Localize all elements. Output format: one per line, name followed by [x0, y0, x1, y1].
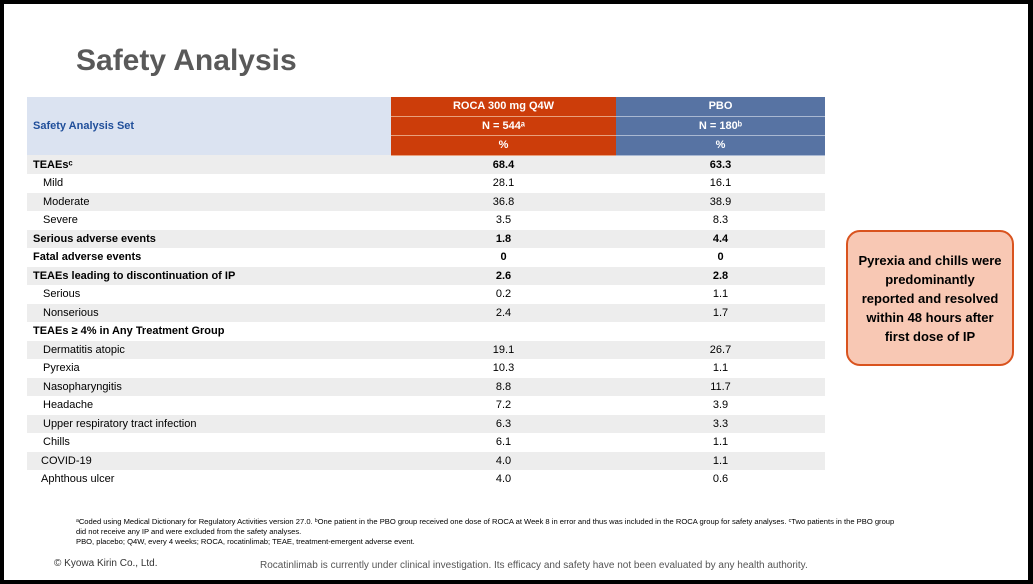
- header-row-treatment: ROCA 300 mg Q4W PBO: [27, 97, 825, 117]
- page-title: Safety Analysis: [76, 44, 297, 77]
- header-safety-analysis-set: Safety Analysis Set: [27, 116, 391, 136]
- table-row: TEAEs leading to discontinuation of IP 2.…: [27, 266, 825, 285]
- pbo-value: 1.1: [616, 451, 825, 470]
- table-row: Serious adverse events 1.8 4.4: [27, 229, 825, 248]
- table-row: Mild 28.1 16.1: [27, 174, 825, 193]
- pbo-value: 2.8: [616, 266, 825, 285]
- roca-value: 0.2: [391, 285, 616, 304]
- header-corner-blank: [27, 135, 391, 155]
- footnote-coding: ᵃCoded using Medical Dictionary for Regu…: [76, 517, 895, 536]
- roca-value: [391, 322, 616, 341]
- roca-value: 36.8: [391, 192, 616, 211]
- row-label: Headache: [27, 396, 391, 415]
- table-row: COVID-19 4.0 1.1: [27, 451, 825, 470]
- row-label: Dermatitis atopic: [27, 340, 391, 359]
- callout-text: Pyrexia and chills were predominantly re…: [858, 252, 1002, 344]
- roca-value: 6.3: [391, 414, 616, 433]
- roca-value: 7.2: [391, 396, 616, 415]
- row-label: Nasopharyngitis: [27, 377, 391, 396]
- roca-value: 10.3: [391, 359, 616, 378]
- roca-value: 68.4: [391, 155, 616, 174]
- row-label: Pyrexia: [27, 359, 391, 378]
- roca-value: 28.1: [391, 174, 616, 193]
- row-label: Severe: [27, 211, 391, 230]
- table-row: Serious 0.2 1.1: [27, 285, 825, 304]
- table-row: Severe 3.5 8.3: [27, 211, 825, 230]
- row-label: TEAEs ≥ 4% in Any Treatment Group: [27, 322, 391, 341]
- row-label: Chills: [27, 433, 391, 452]
- table-row: Nonserious 2.4 1.7: [27, 303, 825, 322]
- table-row: Moderate 36.8 38.9: [27, 192, 825, 211]
- table-row: Headache 7.2 3.9: [27, 396, 825, 415]
- table-row: TEAEsᶜ 68.4 63.3: [27, 155, 825, 174]
- row-label: TEAEs leading to discontinuation of IP: [27, 266, 391, 285]
- table-row: Pyrexia 10.3 1.1: [27, 359, 825, 378]
- pbo-value: 63.3: [616, 155, 825, 174]
- footnote-abbreviations: PBO, placebo; Q4W, every 4 weeks; ROCA, …: [76, 537, 415, 546]
- table-row: Upper respiratory tract infection 6.3 3.3: [27, 414, 825, 433]
- roca-value: 3.5: [391, 211, 616, 230]
- disclaimer: Rocatinlimab is currently under clinical…: [260, 560, 808, 571]
- row-label: Serious adverse events: [27, 229, 391, 248]
- table-row: Chills 6.1 1.1: [27, 433, 825, 452]
- row-label: Nonserious: [27, 303, 391, 322]
- table-row: TEAEs ≥ 4% in Any Treatment Group: [27, 322, 825, 341]
- pbo-value: 8.3: [616, 211, 825, 230]
- header-pbo-name: PBO: [616, 97, 825, 117]
- roca-value: 8.8: [391, 377, 616, 396]
- safety-table: ROCA 300 mg Q4W PBO Safety Analysis Set …: [27, 97, 825, 489]
- row-label: Mild: [27, 174, 391, 193]
- table-row: Dermatitis atopic 19.1 26.7: [27, 340, 825, 359]
- header-row-unit: % %: [27, 135, 825, 156]
- row-label: COVID-19: [27, 451, 391, 470]
- pbo-value: 0: [616, 248, 825, 267]
- slide: Safety Analysis ROCA 300 mg Q4W PBO Safe…: [4, 4, 1028, 580]
- roca-value: 4.0: [391, 451, 616, 470]
- pbo-value: 26.7: [616, 340, 825, 359]
- row-label: Upper respiratory tract infection: [27, 414, 391, 433]
- header-pbo-n: N = 180ᵇ: [616, 116, 825, 136]
- pbo-value: 4.4: [616, 229, 825, 248]
- pbo-value: 1.1: [616, 359, 825, 378]
- pbo-value: 1.7: [616, 303, 825, 322]
- header-roca-name: ROCA 300 mg Q4W: [391, 97, 616, 117]
- pbo-value: 3.9: [616, 396, 825, 415]
- roca-value: 4.0: [391, 470, 616, 489]
- pbo-value: 0.6: [616, 470, 825, 489]
- row-label: Fatal adverse events: [27, 248, 391, 267]
- pbo-value: 38.9: [616, 192, 825, 211]
- header-corner: [27, 97, 391, 116]
- pbo-value: 1.1: [616, 433, 825, 452]
- header-row-n: Safety Analysis Set N = 544ᵃ N = 180ᵇ: [27, 116, 825, 136]
- pbo-value: 16.1: [616, 174, 825, 193]
- table-row: Aphthous ulcer 4.0 0.6: [27, 470, 825, 489]
- roca-value: 2.4: [391, 303, 616, 322]
- header-roca-unit: %: [391, 135, 616, 156]
- header-pbo-unit: %: [616, 135, 825, 156]
- pbo-value: 3.3: [616, 414, 825, 433]
- pbo-value: [616, 322, 825, 341]
- roca-value: 6.1: [391, 433, 616, 452]
- table-row: Fatal adverse events 0 0: [27, 248, 825, 267]
- row-label: Moderate: [27, 192, 391, 211]
- roca-value: 19.1: [391, 340, 616, 359]
- header-roca-n: N = 544ᵃ: [391, 116, 616, 136]
- pbo-value: 11.7: [616, 377, 825, 396]
- pbo-value: 1.1: [616, 285, 825, 304]
- roca-value: 0: [391, 248, 616, 267]
- row-label: Aphthous ulcer: [27, 470, 391, 489]
- row-label: Serious: [27, 285, 391, 304]
- row-label: TEAEsᶜ: [27, 155, 391, 174]
- table-row: Nasopharyngitis 8.8 11.7: [27, 377, 825, 396]
- pyrexia-callout: Pyrexia and chills were predominantly re…: [846, 230, 1014, 366]
- footnotes: ᵃCoded using Medical Dictionary for Regu…: [76, 517, 906, 547]
- roca-value: 1.8: [391, 229, 616, 248]
- copyright: © Kyowa Kirin Co., Ltd.: [54, 558, 158, 569]
- roca-value: 2.6: [391, 266, 616, 285]
